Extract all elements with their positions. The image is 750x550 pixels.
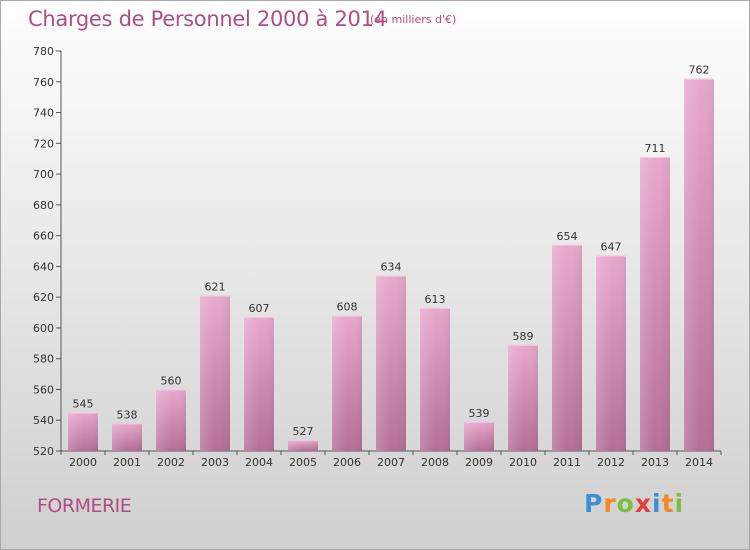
x-tick-label: 2012 <box>597 456 625 469</box>
logo-letter: r <box>603 489 617 518</box>
x-tick-label: 2008 <box>421 456 449 469</box>
bar-shade <box>288 440 318 451</box>
x-tick-label: 2004 <box>245 456 273 469</box>
bar-shade <box>552 244 582 451</box>
logo-letter: t <box>661 489 675 518</box>
logo-letter: P <box>584 489 604 518</box>
y-tick-label: 680 <box>33 199 54 212</box>
bar-value-label: 762 <box>689 64 710 77</box>
chart-axes: 520 540 560 580 600 620 640 660 680 700 720 740 760 7… <box>33 45 722 469</box>
bar-value-label: 560 <box>161 374 182 387</box>
proxiti-logo: Proxiti <box>584 489 684 518</box>
bar-value-label: 647 <box>601 241 622 254</box>
bar-shade <box>464 421 494 451</box>
bar-value-label: 608 <box>337 301 358 314</box>
bar-shade <box>376 275 406 451</box>
bar-value-label: 539 <box>469 407 490 420</box>
bar-shade <box>684 78 714 451</box>
bar-shade <box>420 307 450 451</box>
chart-bars <box>68 78 714 451</box>
bar-shade <box>640 157 670 451</box>
y-tick-label: 520 <box>33 445 54 458</box>
logo-letter: i <box>674 489 685 518</box>
y-tick-label: 620 <box>33 291 54 304</box>
x-tick-label: 2009 <box>465 456 493 469</box>
bar-value-label: 621 <box>205 281 226 294</box>
x-tick-label: 2005 <box>289 456 317 469</box>
logo-letter: o <box>616 489 635 518</box>
x-tick-label: 2006 <box>333 456 361 469</box>
bar-value-label: 654 <box>557 230 578 243</box>
x-tick-label: 2002 <box>157 456 185 469</box>
chart-unit: (en milliers d'€) <box>370 13 457 26</box>
x-tick-label: 2007 <box>377 456 405 469</box>
bar-value-label: 545 <box>73 398 94 411</box>
logo-letter: x <box>634 489 652 518</box>
x-tick-label: 2010 <box>509 456 537 469</box>
bar-value-label: 613 <box>425 293 446 306</box>
x-tick-label: 2003 <box>201 456 229 469</box>
logo-letter: i <box>652 489 662 518</box>
commune-name: FORMERIE <box>37 495 132 517</box>
bar-shade <box>200 295 230 451</box>
y-tick-label: 580 <box>33 353 54 366</box>
bar-shade <box>508 344 538 451</box>
y-tick-label: 560 <box>33 383 54 396</box>
x-tick-label: 2001 <box>113 456 141 469</box>
bar-shade <box>332 315 362 451</box>
y-tick-label: 540 <box>33 414 54 427</box>
bar-shade <box>68 412 98 451</box>
bar-shade <box>244 317 274 451</box>
chart-labels: 545 538 560 621 607 527 608 634 613 539 589 654 647 7… <box>73 64 710 439</box>
y-tick-label: 780 <box>33 45 54 58</box>
x-tick-label: 2000 <box>69 456 97 469</box>
x-tick-label: 2013 <box>641 456 669 469</box>
y-tick-label: 700 <box>33 168 54 181</box>
bar-value-label: 527 <box>293 425 314 438</box>
bar-value-label: 589 <box>513 330 534 343</box>
bar-shade <box>596 255 626 451</box>
y-tick-label: 760 <box>33 76 54 89</box>
x-tick-label: 2011 <box>553 456 581 469</box>
bar-value-label: 607 <box>249 302 270 315</box>
y-tick-label: 600 <box>33 322 54 335</box>
bar-value-label: 538 <box>117 408 138 421</box>
bar-value-label: 634 <box>381 261 402 274</box>
bar-shade <box>156 389 186 451</box>
chart-title: Charges de Personnel 2000 à 2014 <box>28 7 387 31</box>
x-tick-label: 2014 <box>685 456 713 469</box>
y-tick-label: 660 <box>33 230 54 243</box>
y-tick-label: 640 <box>33 260 54 273</box>
bar-value-label: 711 <box>645 142 666 155</box>
y-tick-label: 740 <box>33 107 54 120</box>
y-tick-label: 720 <box>33 137 54 150</box>
bar-shade <box>112 423 142 451</box>
